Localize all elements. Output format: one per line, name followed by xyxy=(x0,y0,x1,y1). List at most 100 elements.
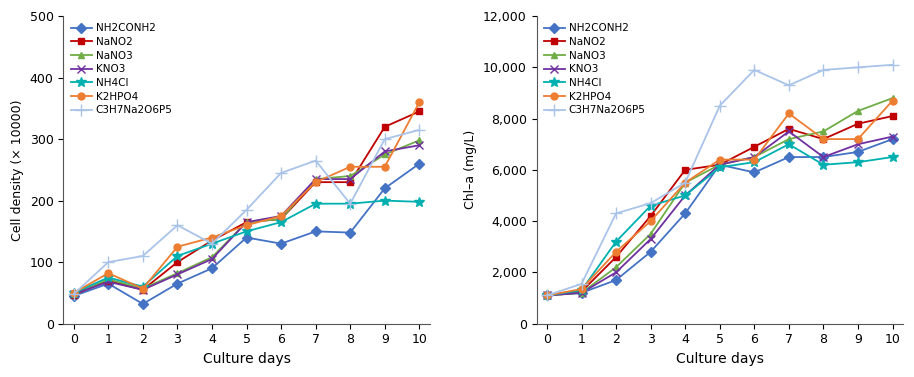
K2HPO4 xyxy=(818,137,829,141)
NaNO3 xyxy=(887,96,898,100)
NH2CONH2 xyxy=(887,137,898,141)
Line: C3H7Na2O6P5: C3H7Na2O6P5 xyxy=(541,59,898,301)
Line: NaNO3: NaNO3 xyxy=(544,95,896,299)
NaNO2 xyxy=(379,124,390,129)
NaNO3 xyxy=(137,286,148,291)
NaNO3 xyxy=(172,271,183,276)
NaNO2 xyxy=(749,144,760,149)
KNO3 xyxy=(69,292,80,296)
NH4Cl xyxy=(310,201,321,206)
NaNO2 xyxy=(645,214,656,218)
NaNO2 xyxy=(680,168,691,172)
C3H7Na2O6P5 xyxy=(783,83,794,87)
Line: KNO3: KNO3 xyxy=(543,127,897,300)
KNO3 xyxy=(241,220,252,224)
K2HPO4 xyxy=(541,293,552,298)
K2HPO4 xyxy=(310,180,321,184)
NaNO2 xyxy=(345,180,356,184)
K2HPO4 xyxy=(611,250,622,254)
NaNO2 xyxy=(541,293,552,298)
NH2CONH2 xyxy=(310,229,321,234)
NaNO3 xyxy=(379,152,390,157)
K2HPO4 xyxy=(241,223,252,227)
NH4Cl xyxy=(749,160,760,164)
K2HPO4 xyxy=(714,157,725,162)
KNO3 xyxy=(749,155,760,159)
NaNO3 xyxy=(576,291,587,295)
NH4Cl xyxy=(172,254,183,258)
NaNO2 xyxy=(276,217,287,221)
NH4Cl xyxy=(887,155,898,159)
NH4Cl xyxy=(345,201,356,206)
NaNO2 xyxy=(783,127,794,131)
NH2CONH2 xyxy=(576,291,587,295)
C3H7Na2O6P5 xyxy=(414,128,425,132)
K2HPO4 xyxy=(853,137,864,141)
C3H7Na2O6P5 xyxy=(276,171,287,175)
NH4Cl xyxy=(414,199,425,204)
NH2CONH2 xyxy=(241,235,252,240)
C3H7Na2O6P5 xyxy=(69,292,80,296)
NH2CONH2 xyxy=(345,230,356,235)
Line: NaNO3: NaNO3 xyxy=(70,137,423,297)
K2HPO4 xyxy=(379,164,390,169)
NH2CONH2 xyxy=(172,281,183,286)
Line: C3H7Na2O6P5: C3H7Na2O6P5 xyxy=(69,124,425,300)
C3H7Na2O6P5 xyxy=(714,104,725,108)
NH2CONH2 xyxy=(645,250,656,254)
NaNO2 xyxy=(576,289,587,294)
NaNO2 xyxy=(241,220,252,224)
C3H7Na2O6P5 xyxy=(241,208,252,212)
NH2CONH2 xyxy=(207,266,218,271)
KNO3 xyxy=(645,237,656,241)
C3H7Na2O6P5 xyxy=(645,201,656,205)
C3H7Na2O6P5 xyxy=(611,211,622,216)
KNO3 xyxy=(783,129,794,134)
Line: NaNO2: NaNO2 xyxy=(70,108,423,298)
NH4Cl xyxy=(853,160,864,164)
NH4Cl xyxy=(241,229,252,234)
Y-axis label: Chl–a (mg/L): Chl–a (mg/L) xyxy=(464,130,477,210)
NH2CONH2 xyxy=(414,161,425,166)
NH4Cl xyxy=(680,193,691,198)
NaNO2 xyxy=(887,114,898,118)
C3H7Na2O6P5 xyxy=(853,65,864,70)
NaNO2 xyxy=(69,293,80,297)
NaNO2 xyxy=(714,162,725,167)
C3H7Na2O6P5 xyxy=(541,293,552,298)
NH2CONH2 xyxy=(818,155,829,159)
C3H7Na2O6P5 xyxy=(345,201,356,206)
NH4Cl xyxy=(207,241,218,246)
Line: NaNO2: NaNO2 xyxy=(544,113,896,299)
KNO3 xyxy=(680,193,691,198)
K2HPO4 xyxy=(103,271,114,276)
NH4Cl xyxy=(276,220,287,224)
NaNO3 xyxy=(310,177,321,181)
Y-axis label: Cell density (× 10000): Cell density (× 10000) xyxy=(11,99,24,241)
NH4Cl xyxy=(541,293,552,298)
K2HPO4 xyxy=(345,164,356,169)
C3H7Na2O6P5 xyxy=(749,67,760,72)
NaNO2 xyxy=(137,288,148,292)
C3H7Na2O6P5 xyxy=(137,254,148,258)
X-axis label: Culture days: Culture days xyxy=(675,352,764,366)
NH2CONH2 xyxy=(541,293,552,298)
C3H7Na2O6P5 xyxy=(207,241,218,246)
K2HPO4 xyxy=(69,291,80,295)
K2HPO4 xyxy=(749,157,760,162)
Legend: NH2CONH2, NaNO2, NaNO3, KNO3, NH4Cl, K2HPO4, C3H7Na2O6P5: NH2CONH2, NaNO2, NaNO3, KNO3, NH4Cl, K2H… xyxy=(542,21,648,117)
NaNO3 xyxy=(414,138,425,143)
KNO3 xyxy=(276,214,287,218)
KNO3 xyxy=(414,143,425,147)
Legend: NH2CONH2, NaNO2, NaNO3, KNO3, NH4Cl, K2HPO4, C3H7Na2O6P5: NH2CONH2, NaNO2, NaNO3, KNO3, NH4Cl, K2H… xyxy=(69,21,175,117)
C3H7Na2O6P5 xyxy=(680,181,691,185)
NaNO3 xyxy=(645,231,656,236)
C3H7Na2O6P5 xyxy=(379,137,390,141)
C3H7Na2O6P5 xyxy=(103,260,114,264)
NH2CONH2 xyxy=(783,155,794,159)
NaNO3 xyxy=(783,137,794,141)
NH2CONH2 xyxy=(611,278,622,282)
NH2CONH2 xyxy=(103,281,114,286)
NaNO3 xyxy=(749,155,760,159)
KNO3 xyxy=(714,162,725,167)
